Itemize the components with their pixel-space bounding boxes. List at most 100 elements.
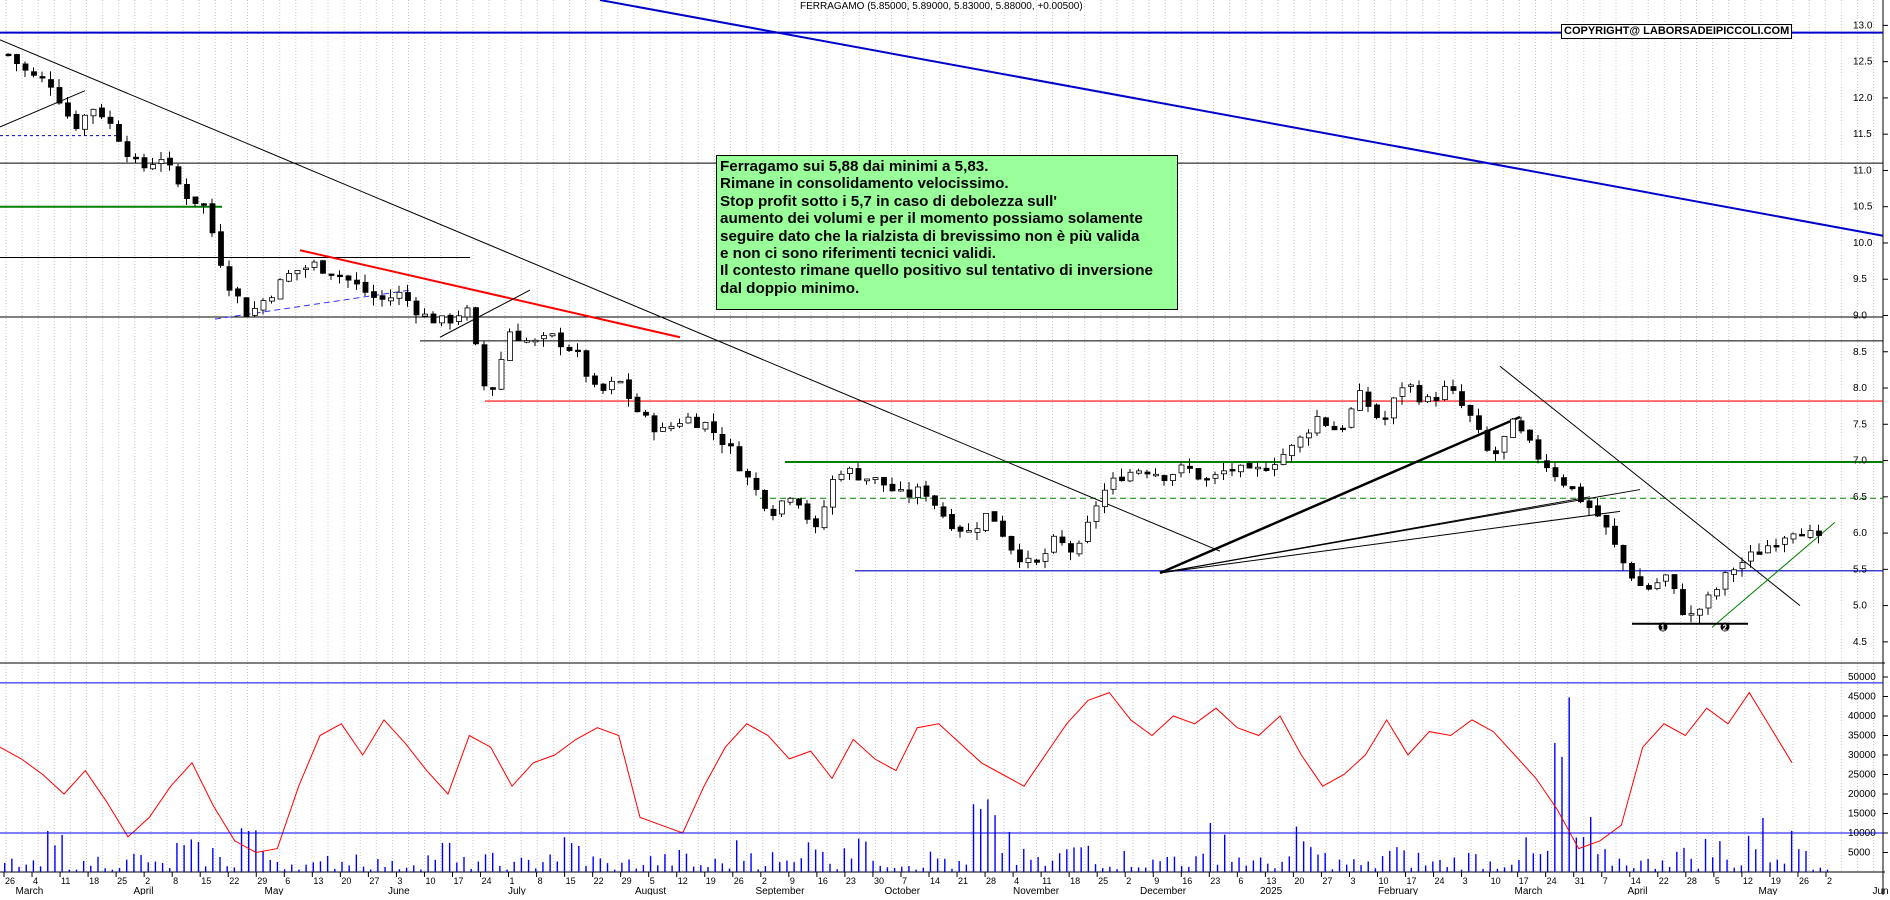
candle-body xyxy=(371,291,377,298)
x-day-label: 25 xyxy=(117,876,127,886)
volume-bar xyxy=(1238,857,1240,872)
volume-bar xyxy=(276,861,279,872)
candle-body xyxy=(354,279,360,285)
volume-bar xyxy=(678,849,680,872)
candle-body xyxy=(1323,417,1329,426)
candle-body xyxy=(31,71,37,76)
candle-body xyxy=(48,79,54,88)
volume-bar xyxy=(484,854,487,872)
candle-body xyxy=(677,423,683,427)
volume-bar xyxy=(1740,865,1743,872)
volume-bar xyxy=(1310,847,1312,872)
trend-lines xyxy=(0,0,1884,628)
volume-bar xyxy=(1080,847,1082,872)
candle-body xyxy=(915,486,921,498)
volume-bar xyxy=(664,854,666,872)
volume-bar xyxy=(779,862,781,872)
volume-bar xyxy=(1109,866,1111,872)
candle-body xyxy=(269,297,275,302)
volume-bar xyxy=(1812,869,1814,872)
candle-body xyxy=(65,102,71,117)
x-month-label: December xyxy=(1140,886,1187,895)
candle-body xyxy=(82,114,88,130)
volume-bar xyxy=(1568,697,1570,872)
candle-body xyxy=(1535,439,1542,460)
volume-bar xyxy=(865,841,867,872)
volume-bar xyxy=(370,869,372,872)
x-day-label: 10 xyxy=(1491,876,1501,886)
x-month-label: July xyxy=(508,886,526,895)
candle-body xyxy=(116,124,122,142)
volume-bar xyxy=(1762,817,1764,872)
candle-body xyxy=(1501,435,1508,453)
y-tick-label: 10.0 xyxy=(1853,238,1873,249)
candle-body xyxy=(490,387,496,390)
volume-bar xyxy=(635,868,637,872)
x-day-label: 20 xyxy=(1294,876,1304,886)
volume-bar xyxy=(82,860,85,872)
y-tick-label: 12.5 xyxy=(1853,57,1873,68)
volume-bar xyxy=(470,868,472,872)
candle-body xyxy=(481,344,488,387)
volume-bar xyxy=(1683,847,1685,872)
volume-bar xyxy=(1202,853,1204,872)
volume-bar xyxy=(822,851,824,872)
candle-body xyxy=(1331,425,1338,431)
candle-body xyxy=(1246,463,1253,469)
y-tick-label: 7.5 xyxy=(1853,419,1867,430)
y-tick-label: 7.0 xyxy=(1853,456,1867,467)
volume-bar xyxy=(1475,854,1477,872)
volume-bar xyxy=(1073,847,1075,872)
x-day-label: 25 xyxy=(1098,876,1108,886)
volume-bar xyxy=(1381,856,1384,872)
candle-body xyxy=(1518,420,1525,432)
volume-bar xyxy=(25,864,27,872)
volume-bar xyxy=(1338,859,1341,872)
candle-body xyxy=(702,421,709,430)
candle-body xyxy=(243,297,250,317)
x-month-label: September xyxy=(756,886,806,895)
x-day-label: 23 xyxy=(846,876,856,886)
candle-body xyxy=(422,313,428,317)
volume-bar xyxy=(506,869,508,872)
volume-bar xyxy=(520,857,523,872)
candle-body xyxy=(124,141,131,157)
volume-bar xyxy=(126,859,128,872)
x-day-label: 31 xyxy=(1575,876,1585,886)
x-day-label: 19 xyxy=(706,876,716,886)
candle-body xyxy=(413,300,420,316)
volume-bar xyxy=(1188,866,1190,872)
x-month-label: February xyxy=(1378,886,1418,895)
x-day-label: 16 xyxy=(1182,876,1192,886)
candle-body xyxy=(1144,471,1151,475)
candle-body xyxy=(1340,427,1346,431)
volume-bar xyxy=(556,861,558,872)
candle-body xyxy=(1442,386,1448,401)
candles xyxy=(5,53,1822,624)
candle-body xyxy=(1731,569,1737,575)
candle-body xyxy=(1782,537,1788,545)
volume-bar xyxy=(326,855,329,872)
volume-bar xyxy=(176,842,178,872)
volume-bar xyxy=(628,859,630,872)
volume-bar xyxy=(1245,865,1247,872)
candle-body xyxy=(651,415,658,433)
y-tick-label: 13.0 xyxy=(1853,20,1873,31)
candle-body xyxy=(158,159,165,164)
volume-bar xyxy=(291,864,293,872)
x-day-label: 15 xyxy=(201,876,211,886)
volume-bar xyxy=(197,841,200,872)
volume-bar xyxy=(312,862,314,872)
trend-line xyxy=(0,90,86,128)
volume-bar xyxy=(671,865,673,872)
volume-bar xyxy=(1604,849,1606,872)
candle-body xyxy=(813,518,819,528)
y-tick-label: 25000 xyxy=(1848,770,1876,781)
x-day-label: 22 xyxy=(229,876,239,886)
volume-bar xyxy=(1137,867,1140,872)
x-day-label: 22 xyxy=(594,876,604,886)
x-day-label: 29 xyxy=(257,876,267,886)
candle-body xyxy=(1680,589,1686,616)
volume-bar xyxy=(1396,847,1398,872)
